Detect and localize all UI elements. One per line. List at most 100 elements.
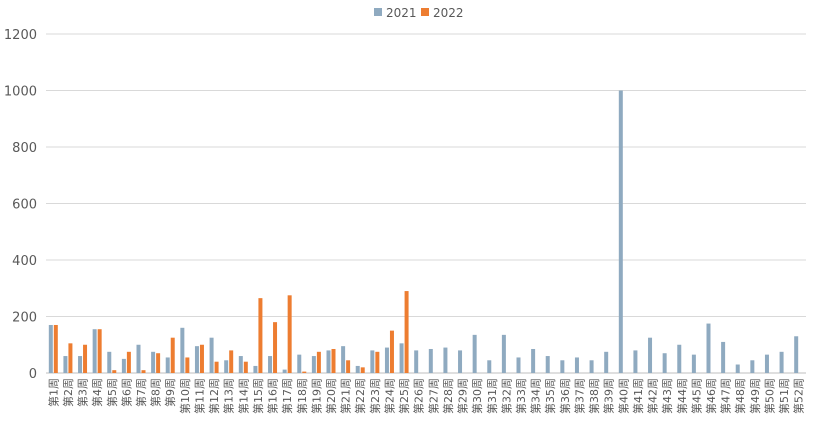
bar-2021-第15周 (253, 365, 258, 373)
bar-2021-第2周 (63, 356, 68, 373)
x-tick-label: 第17周 (280, 378, 294, 414)
bar-2022-第21周 (346, 360, 351, 373)
bar-2022-第24周 (389, 330, 394, 374)
x-tick-label: 第12周 (207, 378, 221, 414)
x-tick-label: 第1周 (46, 378, 60, 407)
bar-2021-第37周 (574, 357, 579, 373)
x-tick-label: 第50周 (762, 378, 776, 414)
bar-2022-第19周 (316, 351, 321, 373)
bar-2021-第40周 (618, 90, 623, 373)
x-tick-label: 第39周 (602, 378, 616, 414)
x-tick-label: 第42周 (646, 378, 660, 414)
bar-2021-第35周 (545, 356, 550, 373)
bar-2022-第4周 (97, 329, 102, 373)
bar-2021-第41周 (633, 350, 638, 373)
bar-2021-第8周 (151, 351, 156, 373)
bar-2021-第28周 (443, 347, 448, 373)
bar-2022-第1周 (53, 324, 58, 373)
bar-2022-第18周 (302, 371, 307, 373)
x-tick-label: 第16周 (266, 378, 280, 414)
y-tick-label: 200 (12, 311, 37, 326)
x-tick-label: 第52周 (792, 378, 806, 414)
y-tick-label: 800 (12, 141, 37, 156)
x-tick-label: 第3周 (76, 378, 90, 407)
bar-2021-第9周 (165, 357, 170, 373)
bar-2021-第49周 (750, 360, 755, 373)
x-tick-label: 第18周 (295, 378, 309, 414)
x-axis-category-labels: 第1周 第2周 第3周 第4周 第5周 第6周 第7周 第8周 第9周 第10周 第11周 第12周第… (46, 378, 805, 414)
bar-2021-第46周 (706, 323, 711, 373)
x-tick-label: 第23周 (368, 378, 382, 414)
bar-2022-第22周 (360, 367, 365, 373)
x-tick-label: 第7周 (134, 378, 148, 407)
x-tick-label: 第10周 (178, 378, 192, 414)
x-tick-label: 第26周 (412, 378, 426, 414)
bar-2021-第12周 (209, 337, 214, 373)
bar-2021-第5周 (107, 351, 112, 373)
y-axis-tick-labels: 0 200 400 600 800 1000 1200 (4, 28, 37, 382)
bar-2022-第25周 (404, 291, 409, 373)
bar-2021-第1周 (48, 324, 53, 373)
bar-2021-第42周 (648, 337, 653, 373)
bar-2021-第26周 (414, 350, 419, 373)
bar-2021-第38周 (589, 360, 594, 373)
x-tick-label: 第43周 (660, 378, 674, 414)
bar-2021-第17周 (282, 369, 287, 373)
bar-2022-第7周 (141, 370, 146, 373)
bar-2022-第10周 (185, 357, 190, 373)
y-tick-label: 400 (12, 254, 37, 269)
x-tick-label: 第14周 (236, 378, 250, 414)
x-tick-label: 第13周 (222, 378, 236, 414)
x-tick-label: 第49周 (748, 378, 762, 414)
bar-2021-第20周 (326, 350, 331, 373)
x-tick-label: 第35周 (543, 378, 557, 414)
bar-2021-第52周 (794, 336, 799, 373)
bar-2022-第14周 (243, 361, 248, 373)
x-tick-label: 第8周 (149, 378, 163, 407)
bar-2021-第14周 (238, 356, 243, 373)
bar-2022-第13周 (229, 350, 234, 373)
x-tick-label: 第21周 (339, 378, 353, 414)
bar-2021-第24周 (384, 347, 389, 373)
bar-2021-第4周 (92, 329, 97, 373)
x-tick-label: 第31周 (485, 378, 499, 414)
legend-label-2022: 2022 (433, 6, 464, 20)
x-tick-label: 第40周 (616, 378, 630, 414)
x-tick-label: 第5周 (105, 378, 119, 407)
x-tick-label: 第48周 (733, 378, 747, 414)
bar-2022-第20周 (331, 348, 336, 373)
x-tick-label: 第15周 (251, 378, 265, 414)
x-tick-label: 第9周 (163, 378, 177, 407)
bar-2022-第6周 (126, 351, 131, 373)
bar-2022-第3周 (83, 344, 88, 373)
bar-2021-第36周 (560, 360, 565, 373)
bar-2022-第11周 (199, 344, 204, 373)
x-tick-label: 第20周 (324, 378, 338, 414)
bar-2022-第15周 (258, 298, 263, 373)
bar-2021-第50周 (764, 354, 769, 373)
bar-2021-第6周 (121, 358, 126, 374)
bar-2021-第27周 (428, 348, 433, 373)
bar-2021-第22周 (355, 365, 360, 373)
bar-2021-第11周 (194, 346, 199, 373)
x-tick-label: 第28周 (441, 378, 455, 414)
x-tick-label: 第32周 (499, 378, 513, 414)
x-tick-label: 第27周 (426, 378, 440, 414)
y-tick-label: 1000 (4, 85, 37, 100)
y-tick-label: 1200 (4, 28, 37, 43)
y-tick-label: 600 (12, 198, 37, 213)
bar-2021-第16周 (268, 356, 273, 373)
x-tick-label: 第2周 (61, 378, 75, 407)
legend: 2021 2022 (374, 6, 464, 20)
bar-2021-第48周 (735, 364, 740, 373)
bar-2021-第23周 (370, 350, 375, 373)
bar-2021-第47周 (721, 341, 726, 373)
x-tick-label: 第51周 (777, 378, 791, 414)
x-tick-label: 第34周 (529, 378, 543, 414)
x-tick-label: 第29周 (456, 378, 470, 414)
legend-swatch-2022 (421, 8, 429, 16)
bar-2021-第39周 (604, 351, 609, 373)
x-tick-label: 第11周 (192, 378, 206, 414)
gridlines (46, 33, 806, 374)
